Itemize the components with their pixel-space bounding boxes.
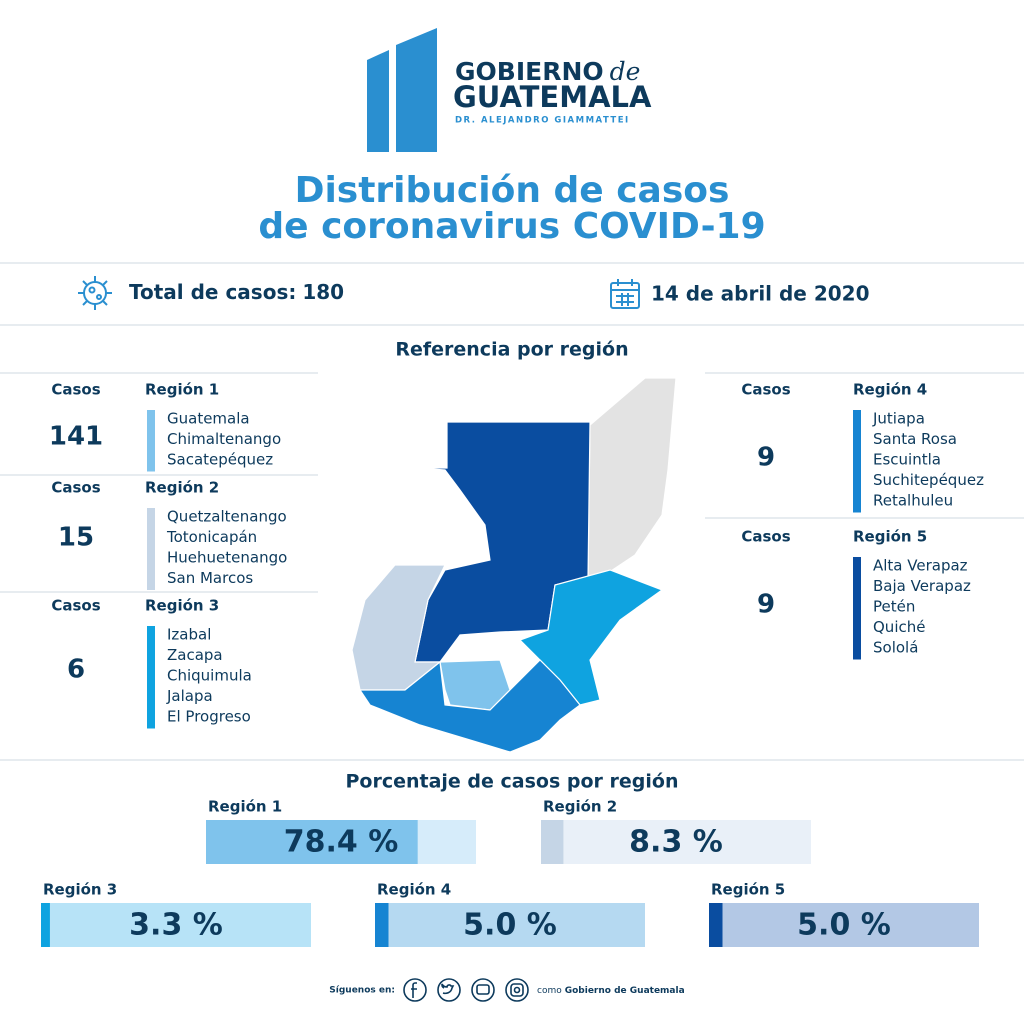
map-region [518,569,664,706]
total-cases: Total de casos: 180 [129,280,344,304]
region-name: Región 2 [145,479,219,497]
department: Izabal [167,626,211,644]
region-color-bar [147,626,155,729]
region-cases: 141 [49,422,103,452]
social-icons [403,978,529,1002]
department: Sacatepéquez [167,451,273,469]
percent-region-name: Región 5 [711,881,785,899]
map-title: Referencia por región [395,339,628,361]
department: Santa Rosa [873,430,957,448]
footer-org: Gobierno de Guatemala [565,986,685,996]
cases-label: Casos [51,479,100,497]
virus-icon [78,276,112,310]
percent-bar [41,903,50,947]
region-cases: 9 [757,590,775,620]
region-name: Región 1 [145,381,219,399]
region-color-bar [147,508,155,590]
footer-como: como [537,986,562,996]
calendar-icon [610,279,640,309]
percent-label: 3.3 % [129,908,223,943]
title: Distribución de casos [295,170,730,211]
date: 14 de abril de 2020 [651,282,870,306]
logo-bar [367,50,389,152]
department: El Progreso [167,708,251,726]
percent-region-name: Región 1 [208,798,282,816]
brand-line1: GOBIERNO de [455,57,640,87]
department: Chimaltenango [167,430,281,448]
percent-region-name: Región 2 [543,798,617,816]
cases-label: Casos [741,528,790,546]
region-name: Región 5 [853,528,927,546]
brand-word: GOBIERNO [455,57,604,86]
percent-bar [541,820,564,864]
department: Retalhuleu [873,492,953,510]
footer-text: como Gobierno de Guatemala [537,986,685,996]
total-value: 180 [302,280,344,304]
department: Jalapa [166,687,213,705]
department: Quiché [873,618,925,636]
department: Escuintla [873,451,941,469]
title: de coronavirus COVID-19 [258,206,765,247]
region-cases: 15 [58,523,94,553]
follow-label: Síguenos en: [329,986,395,996]
percent-label: 5.0 % [797,908,891,943]
department: San Marcos [167,569,253,587]
percent-bar [709,903,723,947]
percent-title: Porcentaje de casos por región [345,771,678,793]
total-label: Total de casos: [129,280,296,304]
percent-track [41,903,311,947]
percent-label: 5.0 % [463,908,557,943]
department: Chiquimula [167,667,252,685]
region-color-bar [853,410,861,513]
department: Suchitepéquez [873,471,984,489]
cases-label: Casos [51,597,100,615]
department: Quetzaltenango [167,508,287,526]
logo-bar [396,28,437,152]
percent-track [375,903,645,947]
department: Zacapa [167,646,223,664]
department: Petén [873,598,915,616]
brand-sub: DR. ALEJANDRO GIAMMATTEI [455,116,630,126]
cases-label: Casos [51,381,100,399]
department: Jutiapa [872,410,925,428]
region-color-bar [853,557,861,660]
brand-de: de [610,57,641,86]
percent-label: 8.3 % [629,825,723,860]
percent-track [709,903,979,947]
department: Baja Verapaz [873,577,971,595]
department: Huehuetenango [167,549,287,567]
region-color-bar [147,410,155,472]
percent-label: 78.4 % [284,825,399,860]
map [351,377,677,753]
map-region [358,659,581,753]
department: Totonicapán [166,528,257,546]
percent-region-name: Región 3 [43,881,117,899]
region-cases: 9 [757,443,775,473]
percent-region-name: Región 4 [377,881,451,899]
percent-track [541,820,811,864]
region-name: Región 3 [145,597,219,615]
department: Sololá [873,639,918,657]
region-name: Región 4 [853,381,927,399]
region-cases: 6 [67,655,85,685]
brand-line2: GUATEMALA [453,80,652,114]
department: Guatemala [167,410,250,428]
department: Alta Verapaz [873,557,968,575]
percent-bar [206,820,418,864]
percent-bar [375,903,389,947]
cases-label: Casos [741,381,790,399]
